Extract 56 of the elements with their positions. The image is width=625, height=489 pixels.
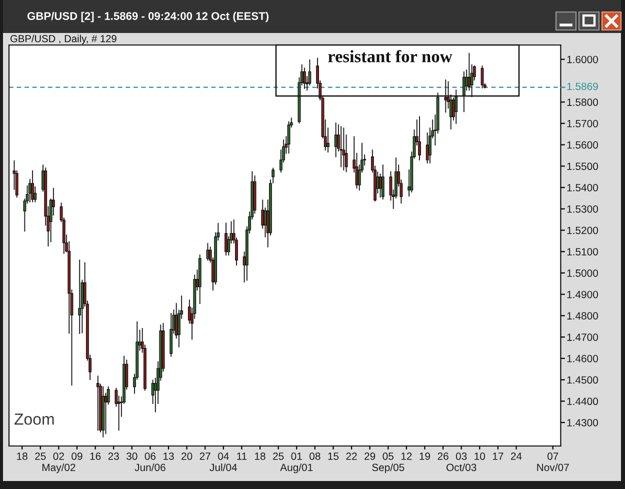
y-tick-label: 1.4400 bbox=[567, 398, 598, 406]
chart-title: GBP/USD [2] - 1.5869 - 09:24:00 12 Oct (EEST) bbox=[27, 12, 269, 22]
y-tick-label: 1.5800 bbox=[567, 98, 598, 106]
x-tick-label: 29 bbox=[364, 452, 376, 460]
y-tick-label: 1.5100 bbox=[567, 248, 598, 256]
x-tick-label: 08 bbox=[310, 452, 320, 460]
x-tick-label: 18 bbox=[17, 452, 28, 460]
y-tick-label: 1.6000 bbox=[567, 56, 598, 64]
x-tick-label: 04 Jul/04 bbox=[210, 452, 237, 472]
y-tick-label: 1.4800 bbox=[567, 312, 598, 320]
y-tick-label: 1.5700 bbox=[567, 120, 598, 128]
x-tick-label: 11 bbox=[237, 452, 247, 460]
y-tick-label: 1.4300 bbox=[567, 419, 598, 426]
y-tick-label: 1.4700 bbox=[567, 334, 598, 341]
y-tick-label: 1.4600 bbox=[567, 354, 598, 362]
candlestick bbox=[381, 164, 384, 200]
x-tick-label: 16 bbox=[90, 452, 101, 460]
candlestick bbox=[96, 376, 100, 431]
x-tick-label: 23 bbox=[108, 452, 119, 460]
x-tick-label: 19 bbox=[420, 452, 430, 460]
x-tick-label: 22 bbox=[346, 452, 357, 460]
chart-subtitle: GBP/USD , Daily, # 129 bbox=[10, 34, 116, 44]
x-tick-label: 26 bbox=[438, 452, 448, 460]
x-tick-label: 15 bbox=[328, 452, 339, 460]
candlestick bbox=[303, 68, 306, 89]
ref-line-label: 1.5869 bbox=[567, 82, 598, 90]
x-tick-label: 24 bbox=[510, 452, 522, 460]
y-tick-label: 1.5500 bbox=[567, 162, 598, 170]
y-tick-label: 1.4500 bbox=[567, 376, 598, 384]
x-tick-label: 09 bbox=[72, 452, 82, 460]
candlestick bbox=[340, 126, 343, 168]
candlestick bbox=[31, 170, 34, 202]
x-tick-label: 20 bbox=[182, 452, 192, 460]
x-tick-label: 13 bbox=[164, 452, 174, 460]
annotation: resistant for now bbox=[328, 50, 452, 62]
x-tick-label: 27 bbox=[200, 452, 210, 460]
annotation: Zoom bbox=[14, 414, 54, 425]
x-tick-label: 25 bbox=[35, 452, 46, 460]
x-tick-label: 07 Nov/07 bbox=[537, 452, 569, 472]
y-tick-label: 1.5300 bbox=[567, 205, 598, 213]
x-tick-label: 18 bbox=[255, 452, 266, 460]
x-tick-label: 12 bbox=[401, 452, 412, 460]
candlestick bbox=[342, 128, 346, 170]
candlestick bbox=[206, 242, 210, 261]
y-tick-label: 1.5000 bbox=[567, 269, 598, 277]
x-tick-label: 25 bbox=[273, 452, 284, 460]
y-tick-label: 1.5600 bbox=[567, 141, 598, 149]
x-tick-label: 10 bbox=[474, 452, 486, 460]
candlestick bbox=[78, 260, 82, 334]
y-tick-label: 1.5400 bbox=[567, 184, 598, 192]
x-tick-label: 17 bbox=[492, 452, 504, 460]
candlestick bbox=[418, 116, 421, 160]
y-tick-label: 1.5200 bbox=[567, 226, 598, 234]
y-tick-label: 1.4900 bbox=[567, 290, 598, 298]
candlestick bbox=[224, 222, 228, 256]
x-tick-label: 30 bbox=[126, 452, 138, 460]
